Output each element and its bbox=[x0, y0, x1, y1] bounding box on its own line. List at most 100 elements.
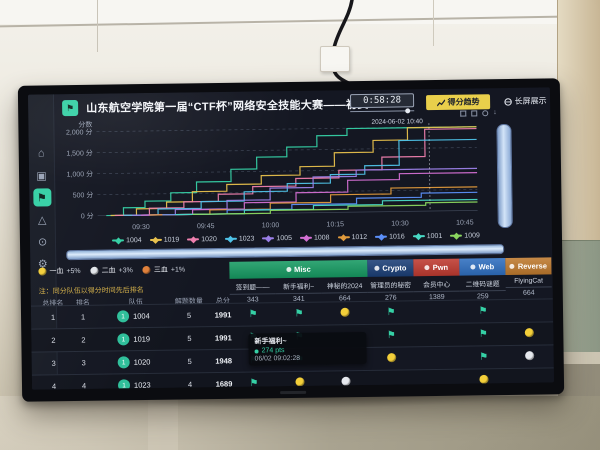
series-line-1019 bbox=[110, 126, 477, 217]
challenge-column-header[interactable]: FlyingCat 664 bbox=[505, 277, 552, 300]
rank: 3 bbox=[81, 358, 86, 368]
total-score: 1991 bbox=[214, 310, 232, 320]
category-pwn[interactable]: Pwn bbox=[413, 258, 460, 277]
solved-flag-icon: ⚑ bbox=[478, 328, 488, 340]
legend-item[interactable]: 1023 bbox=[224, 235, 254, 243]
team-number: 1019 bbox=[133, 334, 151, 344]
challenge-column-header[interactable]: 新手福利~ 341 bbox=[275, 280, 322, 304]
solved-count: 5 bbox=[187, 356, 192, 366]
archive-icon[interactable]: ▣ bbox=[36, 169, 47, 183]
challenge-column-header[interactable]: 二维码谜题 259 bbox=[459, 278, 506, 301]
y-axis-label: 分数 bbox=[78, 120, 92, 129]
team-number: 1023 bbox=[133, 380, 151, 390]
series-line-1004 bbox=[106, 126, 477, 217]
chart-horizontal-zoom-slider[interactable] bbox=[66, 244, 505, 261]
blood-legend-item: 三血 +1% bbox=[142, 264, 185, 275]
solved-flag-icon: ⚑ bbox=[248, 308, 258, 321]
blood-dot-icon bbox=[38, 267, 47, 276]
wall-corner bbox=[557, 0, 600, 244]
y-tick: 1,500 分 bbox=[66, 148, 93, 157]
x-tick: 09:45 bbox=[197, 223, 215, 230]
clock-icon[interactable]: ⊙ bbox=[37, 235, 48, 249]
challenge-column-header[interactable]: 管理员的秘密 276 bbox=[367, 279, 414, 302]
wall-seam bbox=[433, 0, 434, 46]
timer-progress[interactable] bbox=[350, 108, 415, 114]
x-tick: 10:15 bbox=[326, 221, 344, 228]
team-badge: 1 bbox=[117, 379, 131, 390]
rank: 4 bbox=[81, 381, 87, 390]
blood-dot-icon bbox=[90, 266, 99, 275]
category-misc[interactable]: Misc bbox=[229, 259, 368, 279]
series-line-1008 bbox=[140, 171, 478, 216]
legend-item[interactable]: 1016 bbox=[375, 233, 405, 241]
tooltip-time: 06/02 09:02:28 bbox=[254, 354, 301, 363]
category-headers: Misc Crypto Pwn Web Reverse bbox=[229, 257, 552, 279]
timer-widget: 0:58:28 bbox=[349, 93, 415, 114]
fullscreen-display-button[interactable]: 长屏展示 bbox=[498, 93, 552, 109]
solved-count: 5 bbox=[186, 310, 192, 320]
legend-item[interactable]: 1009 bbox=[450, 232, 480, 240]
image-icon[interactable]: △ bbox=[37, 213, 47, 227]
y-tick: 2,000 分 bbox=[66, 127, 93, 136]
restore-icon[interactable] bbox=[471, 110, 478, 117]
score-trend-chart: 2,000 分 1,500 分 1,000 分 500 分 0 分 分数 09:30 09:4… bbox=[66, 118, 478, 231]
series-dot-icon bbox=[254, 348, 259, 354]
first-blood-icon bbox=[387, 353, 397, 364]
second-blood-icon bbox=[341, 376, 351, 388]
legend-item[interactable]: 1001 bbox=[412, 232, 442, 240]
challenge-column-header[interactable]: 会员中心 1389 bbox=[413, 278, 460, 302]
category-icon bbox=[424, 265, 430, 271]
legend-item[interactable]: 1020 bbox=[187, 236, 217, 243]
legend-marker-icon bbox=[299, 234, 312, 242]
series-line-1020 bbox=[114, 127, 477, 217]
x-tick: 10:45 bbox=[456, 219, 474, 226]
category-web[interactable]: Web bbox=[459, 258, 506, 276]
category-crypto[interactable]: Crypto bbox=[367, 259, 414, 277]
wall-below-tv bbox=[0, 396, 600, 450]
legend-item[interactable]: 1004 bbox=[112, 237, 142, 244]
legend-marker-icon bbox=[337, 233, 350, 241]
legend-marker-icon bbox=[450, 232, 463, 240]
series-line-1012 bbox=[149, 186, 478, 216]
solved-count: 4 bbox=[187, 379, 193, 389]
blackboard-edge bbox=[558, 240, 600, 355]
legend-marker-icon bbox=[412, 232, 425, 240]
series-line-1009 bbox=[192, 201, 478, 215]
overall-rank: 3 bbox=[51, 358, 56, 368]
solved-flag-icon: ⚑ bbox=[294, 308, 304, 320]
team-number: 1004 bbox=[132, 311, 150, 321]
solved-flag-icon: ⚑ bbox=[386, 307, 396, 319]
chart-toolbox: ↓ bbox=[460, 109, 497, 117]
challenge-column-header[interactable]: 签到题—— 343 bbox=[229, 281, 276, 304]
challenge-column-header[interactable]: 神秘的2024 664 bbox=[321, 279, 368, 303]
category-icon bbox=[470, 264, 476, 270]
solved-flag-icon: ⚑ bbox=[386, 330, 396, 342]
legend-marker-icon bbox=[262, 234, 275, 242]
second-blood-icon bbox=[525, 351, 535, 362]
legend-marker-icon bbox=[375, 233, 388, 241]
first-blood-icon bbox=[479, 374, 489, 386]
legend-item[interactable]: 1005 bbox=[262, 234, 292, 242]
rank: 2 bbox=[81, 335, 86, 345]
timer-progress-knob[interactable] bbox=[405, 108, 411, 114]
team-badge: 1 bbox=[117, 333, 130, 346]
category-reverse[interactable]: Reverse bbox=[505, 257, 552, 276]
blood-legend-item: 一血 +5% bbox=[38, 266, 81, 277]
score-trend-button[interactable]: 得分趋势 bbox=[425, 94, 491, 111]
mark-icon[interactable] bbox=[482, 110, 489, 117]
save-image-icon[interactable]: ↓ bbox=[493, 109, 497, 117]
legend-item[interactable]: 1008 bbox=[299, 234, 330, 242]
flag-icon[interactable]: ⚑ bbox=[32, 188, 52, 207]
solved-count: 5 bbox=[187, 333, 192, 343]
wall-seam bbox=[97, 0, 98, 52]
solved-flag-icon: ⚑ bbox=[479, 351, 489, 363]
chart-vertical-zoom-slider[interactable] bbox=[496, 123, 513, 229]
team-number: 1020 bbox=[133, 357, 151, 367]
home-icon[interactable]: ⌂ bbox=[37, 147, 45, 160]
legend-item[interactable]: 1012 bbox=[337, 233, 367, 241]
legend-item[interactable]: 1019 bbox=[149, 236, 179, 244]
zoom-select-icon[interactable] bbox=[460, 110, 467, 117]
category-icon bbox=[286, 267, 292, 273]
page-title: 山东航空学院第一届“CTF杯”网络安全技能大赛——初赛 bbox=[86, 98, 369, 115]
